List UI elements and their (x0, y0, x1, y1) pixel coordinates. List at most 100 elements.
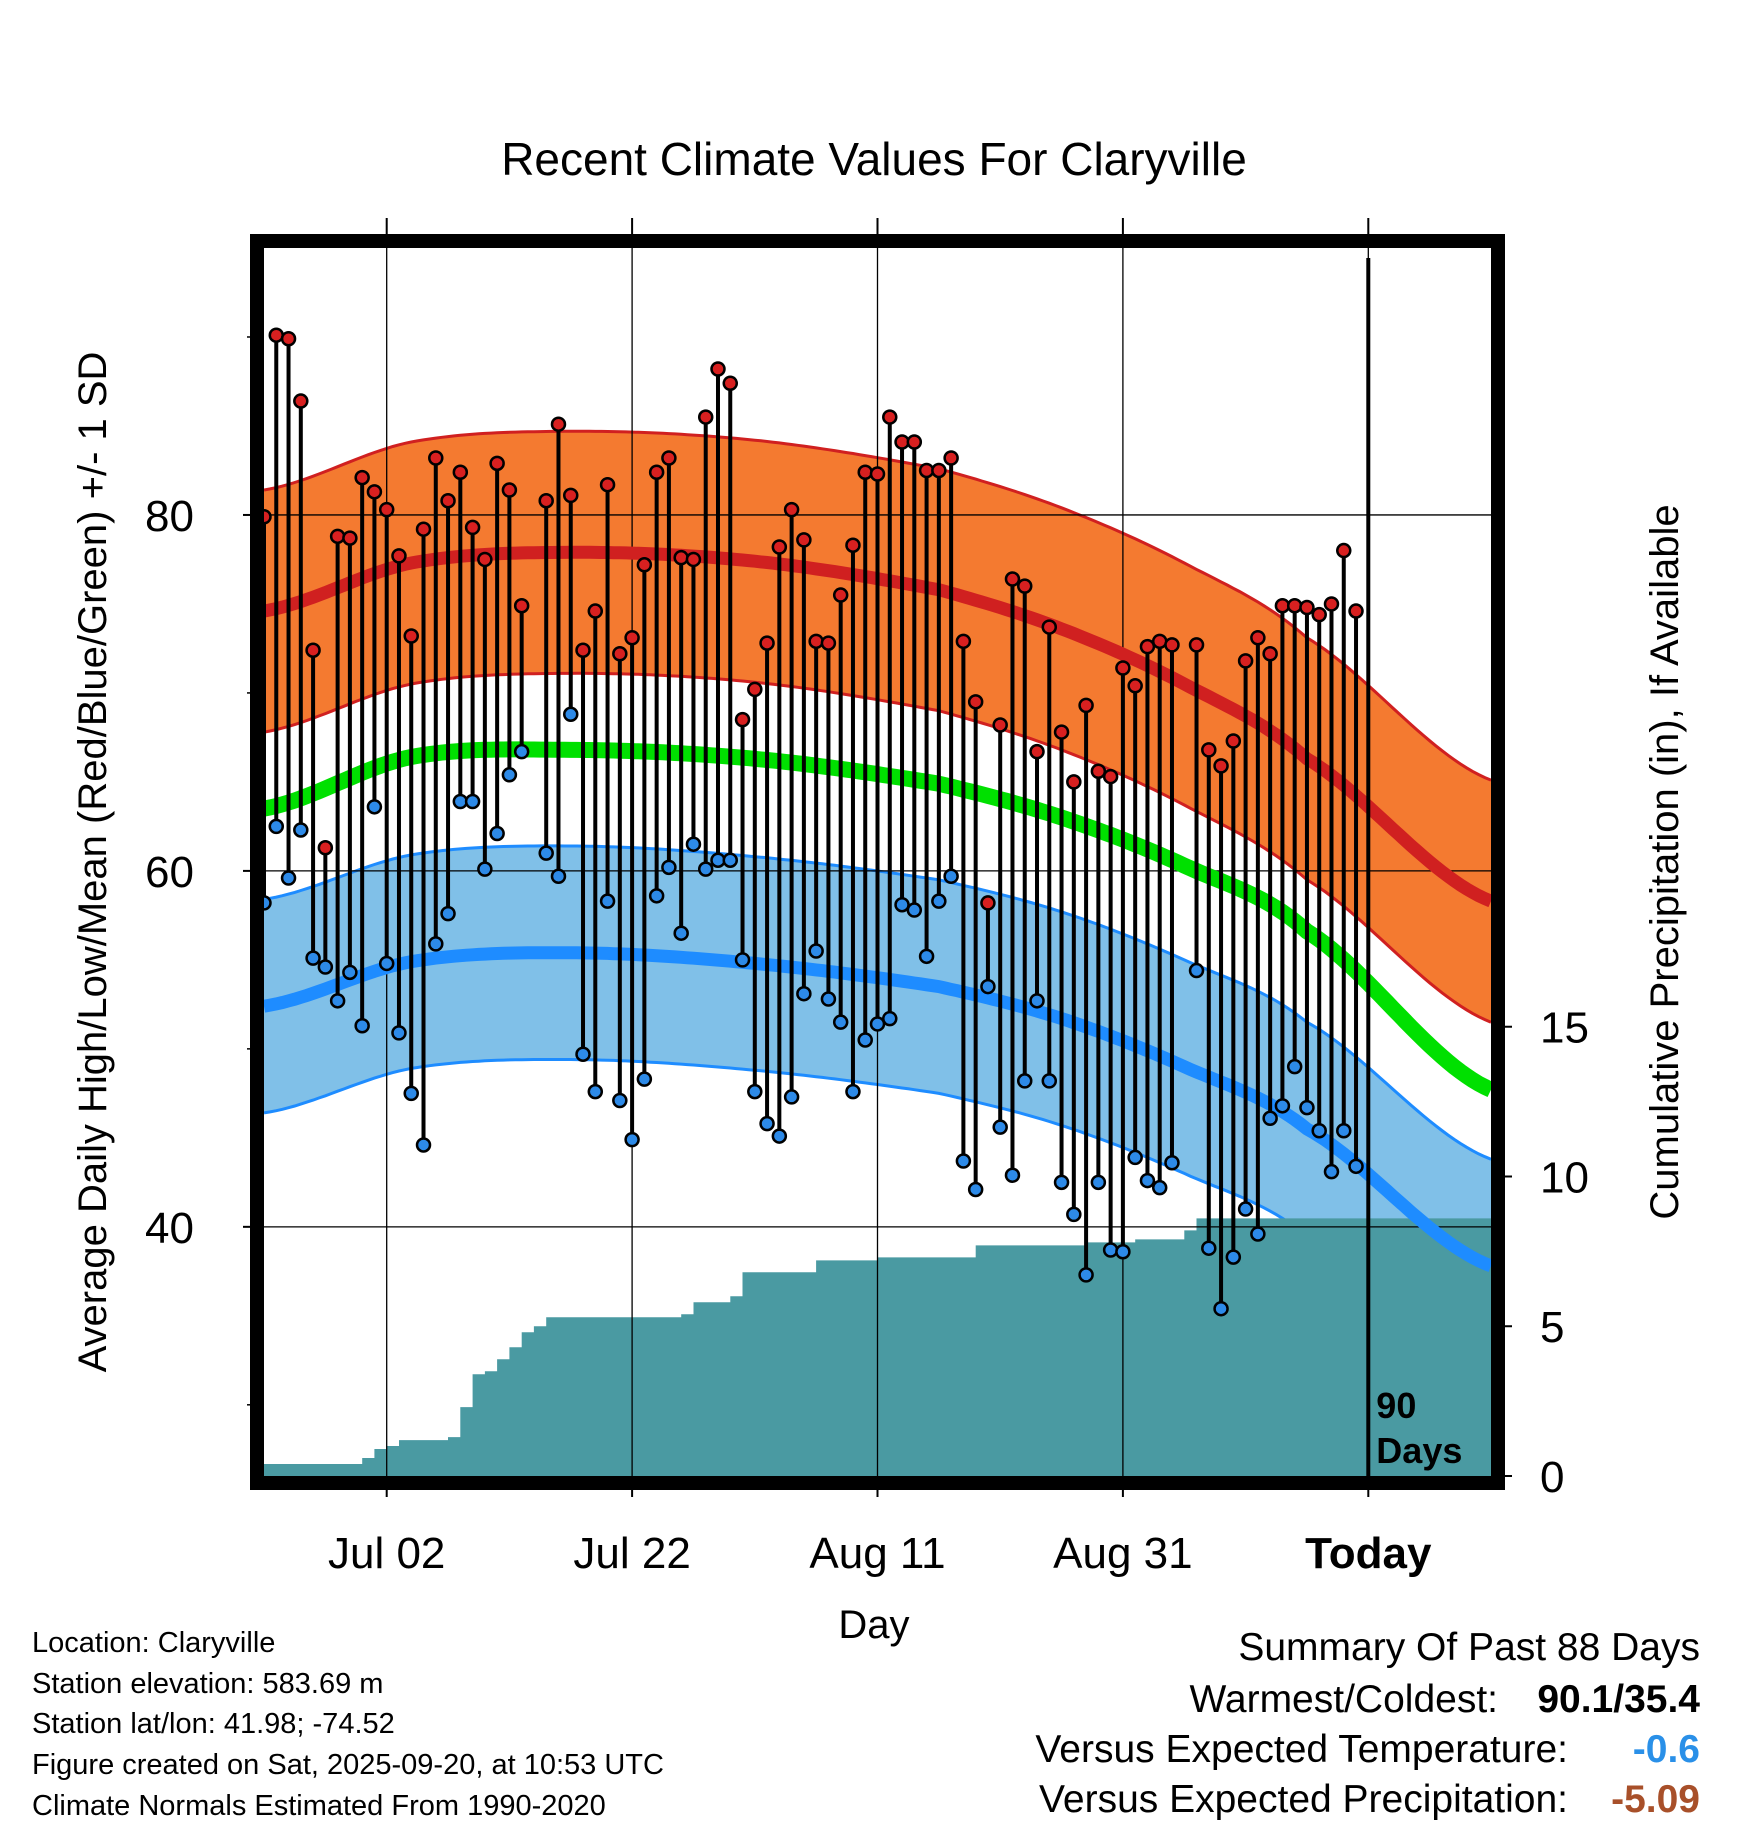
daily-high-point (734, 711, 751, 728)
daily-low-point (415, 1137, 432, 1153)
daily-high-point (354, 469, 370, 486)
daily-high-point (403, 628, 419, 644)
daily-low-point (538, 845, 554, 861)
y-left-tick-label: 40 (145, 1204, 194, 1253)
daily-low-point (1274, 1098, 1291, 1114)
daily-high-point (882, 409, 898, 425)
daily-low-point (636, 1071, 653, 1087)
daily-high-point (808, 633, 824, 650)
daily-low-point (575, 1046, 591, 1062)
summary-vs-precip-label: Versus Expected Precipitation: (1039, 1778, 1568, 1821)
daily-low-point (1262, 1110, 1278, 1127)
daily-low-point (1090, 1174, 1107, 1191)
y-right-tick-label: 10 (1540, 1153, 1589, 1202)
daily-high-point (857, 464, 873, 480)
daily-low-point (1336, 1122, 1352, 1139)
summary-warm-cold-value: 90.1/35.4 (1537, 1678, 1700, 1721)
daily-high-point (1348, 603, 1364, 619)
daily-high-point (1151, 633, 1168, 650)
daily-low-point (759, 1115, 775, 1132)
daily-high-point (967, 694, 984, 710)
daily-low-point (317, 959, 334, 975)
daily-high-point (1041, 619, 1058, 635)
daily-high-point (697, 409, 714, 425)
daily-high-point (1164, 637, 1180, 653)
daily-low-point (1237, 1201, 1254, 1217)
daily-high-point (783, 501, 800, 518)
daily-high-point (943, 450, 959, 466)
daily-high-point (342, 530, 358, 546)
daily-high-point (268, 327, 285, 343)
daily-high-point (378, 501, 395, 518)
daily-high-point (1323, 596, 1340, 612)
daily-low-point (428, 936, 444, 952)
daily-low-point (550, 868, 567, 884)
daily-high-point (599, 476, 616, 493)
info-elevation: Station elevation: 583.69 m (32, 1668, 383, 1700)
daily-high-point (489, 455, 505, 472)
daily-high-point (747, 681, 763, 698)
daily-low-point (796, 985, 812, 1002)
daily-low-point (820, 991, 837, 1007)
daily-high-point (661, 450, 677, 466)
daily-high-point (624, 630, 640, 646)
daily-low-point (673, 925, 689, 941)
daily-low-point (832, 1014, 849, 1030)
daily-low-point (513, 743, 530, 760)
daily-high-point (1311, 606, 1327, 623)
daily-low-point (1078, 1267, 1094, 1283)
daily-high-point (1004, 571, 1021, 587)
today-label-days-word: Days (1376, 1430, 1462, 1471)
daily-low-point (906, 902, 923, 918)
daily-low-point (1225, 1249, 1242, 1265)
daily-high-point (1262, 646, 1278, 662)
station-info: Location: Claryville Station elevation: … (32, 1627, 664, 1822)
daily-high-point (648, 464, 665, 480)
daily-high-point (722, 375, 739, 392)
y-right-tick-label: 15 (1540, 1004, 1589, 1053)
daily-dots (256, 327, 1364, 1317)
today-marker: 90 Days (1366, 258, 1462, 1480)
daily-low-point (1299, 1099, 1315, 1116)
daily-low-point (624, 1131, 640, 1148)
daily-low-point (501, 767, 518, 783)
daily-high-point (563, 487, 579, 504)
info-latlon: Station lat/lon: 41.98; -74.52 (32, 1708, 395, 1740)
daily-low-point (599, 893, 616, 909)
daily-low-point (1127, 1149, 1143, 1166)
y-left-tick-label: 80 (145, 492, 194, 541)
daily-range-bars (262, 335, 1359, 1309)
daily-high-point (845, 537, 861, 553)
daily-low-point (1066, 1206, 1082, 1223)
daily-low-point (648, 888, 665, 904)
daily-high-point (1139, 638, 1156, 655)
daily-high-point (1066, 774, 1082, 790)
x-tick-label: Aug 31 (1053, 1529, 1192, 1578)
daily-low-point (280, 870, 297, 886)
daily-low-point (391, 1025, 407, 1041)
daily-low-point (1053, 1174, 1070, 1191)
daily-high-point (1286, 597, 1303, 614)
daily-high-point (1201, 742, 1217, 758)
daily-high-point (759, 635, 775, 651)
daily-low-point (857, 1032, 873, 1048)
daily-low-point (1102, 1242, 1119, 1258)
daily-high-point (820, 635, 837, 651)
daily-high-point (1299, 599, 1315, 616)
daily-high-point (1250, 630, 1266, 646)
daily-high-point (513, 597, 530, 614)
daily-high-point (869, 466, 886, 482)
daily-high-point (1078, 697, 1094, 714)
daily-low-point (967, 1181, 984, 1198)
daily-low-point (1115, 1244, 1131, 1260)
daily-high-point (710, 361, 726, 377)
summary-title: Summary Of Past 88 Days (1238, 1626, 1700, 1669)
daily-high-point (1237, 653, 1254, 669)
daily-high-point (955, 633, 972, 650)
daily-low-point (440, 905, 456, 922)
daily-high-point (317, 840, 334, 856)
daily-low-point (354, 1017, 370, 1034)
daily-low-point (1041, 1073, 1058, 1089)
daily-high-point (1336, 542, 1352, 559)
daily-low-point (894, 896, 910, 913)
